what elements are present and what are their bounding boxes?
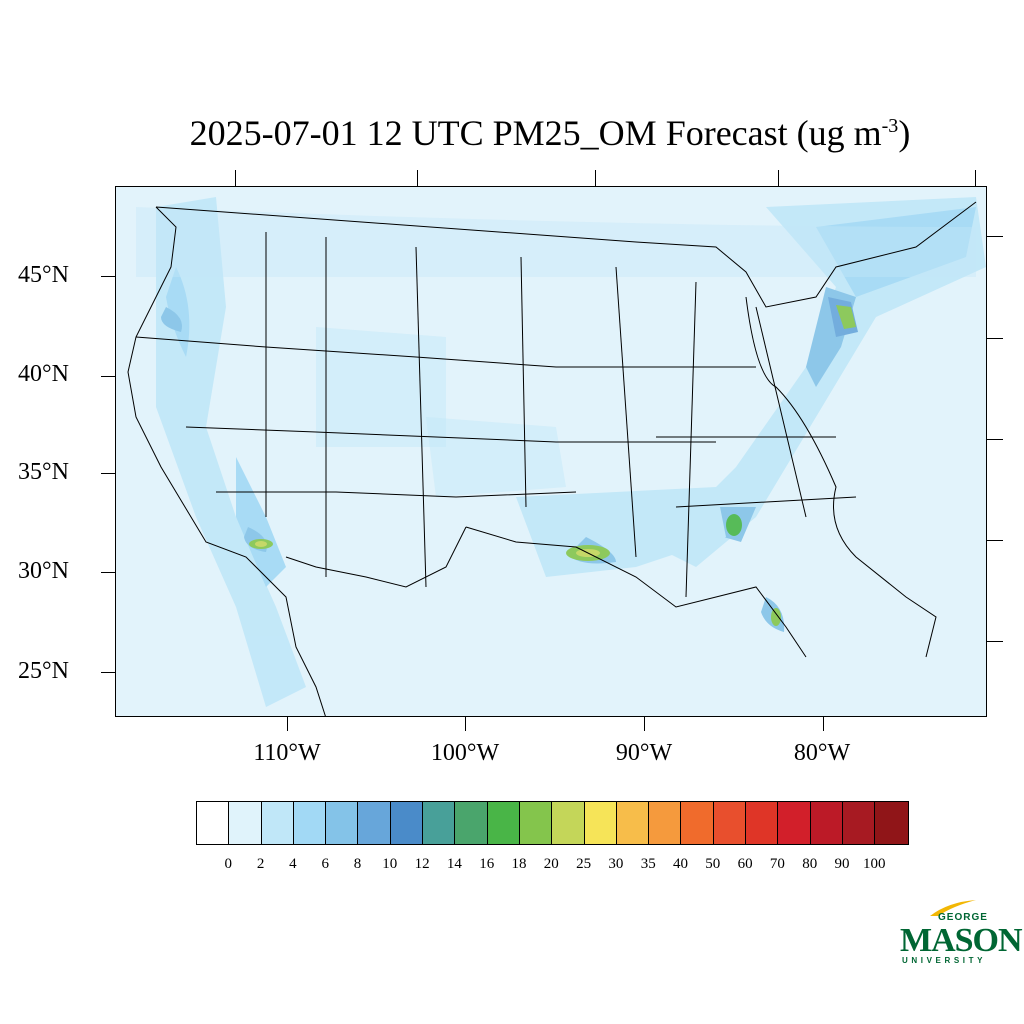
forecast-map [115,186,987,717]
colorbar-label: 50 [705,856,721,872]
lon-label-90: 90°W [615,740,673,766]
left-tick [101,276,115,277]
colorbar-label: 12 [414,856,430,872]
colorbar-label: 20 [543,856,559,872]
colorbar-box [326,802,359,844]
map-title: 2025-07-01 12 UTC PM25_OM Forecast (ug m… [0,112,1024,154]
colorbar-box [293,802,327,844]
gmu-logo: GEORGE MASON UNIVERSITY [898,898,1023,968]
top-tick [975,170,976,186]
lon-label-80: 80°W [793,740,851,766]
lon-label-100: 100°W [430,740,500,766]
colorbar-box [455,802,488,844]
colorbar-box [423,802,456,844]
lon-label-110: 110°W [253,740,321,766]
colorbar-box [875,802,908,844]
right-tick [987,540,1003,541]
colorbar-box [487,802,520,844]
colorbar [196,801,909,845]
lat-label-35: 35°N [18,459,69,485]
logo-line-george: GEORGE [938,912,988,923]
colorbar-label: 70 [769,856,785,872]
colorbar-label: 0 [224,856,233,872]
left-tick [101,672,115,673]
colorbar-label: 80 [802,856,818,872]
colorbar-box [261,802,294,844]
colorbar-label: 6 [321,856,329,872]
colorbar-box [713,802,747,844]
colorbar-label: 30 [608,856,624,872]
colorbar-label: 40 [673,856,688,872]
colorbar-box [197,802,230,844]
colorbar-box [358,802,391,844]
colorbar-box [810,802,843,844]
colorbar-label: 2 [256,856,265,872]
colorbar-box [616,802,650,844]
map-title-close: ) [898,113,911,153]
map-title-text: 2025-07-01 12 UTC PM25_OM Forecast (ug m [189,113,882,153]
colorbar-label: 16 [479,856,495,872]
colorbar-label: 14 [446,856,462,872]
lat-label-45: 45°N [18,262,69,288]
colorbar-box [649,802,682,844]
colorbar-label: 90 [834,856,850,872]
colorbar-label: 25 [576,856,592,872]
colorbar-label: 100 [863,856,886,872]
lat-label-40: 40°N [18,361,69,387]
lat-label-30: 30°N [18,558,69,584]
map-canvas [127,197,986,716]
colorbar-box [229,802,262,844]
right-tick [987,338,1003,339]
right-tick [987,641,1003,642]
colorbar-box [842,802,876,844]
lat-label-25: 25°N [18,658,69,684]
colorbar-box [552,802,585,844]
bottom-tick [644,717,645,731]
colorbar-box [390,802,424,844]
colorbar-box [584,802,617,844]
colorbar-box [681,802,714,844]
colorbar-box [519,802,553,844]
colorbar-label: 18 [511,856,527,872]
map-title-exponent: -3 [881,115,899,137]
top-tick [778,170,779,186]
bottom-tick [823,717,824,731]
colorbar-label: 60 [737,856,753,872]
colorbar-label: 10 [382,856,398,872]
bottom-tick [287,717,288,731]
colorbar-box [746,802,779,844]
boundaries [127,201,977,716]
concentration-field [136,197,986,707]
logo-swoosh-icon [930,900,976,916]
top-tick [595,170,596,186]
right-tick [987,236,1003,237]
top-tick [235,170,236,186]
logo-line-university: UNIVERSITY [902,956,987,965]
left-tick [101,473,115,474]
colorbar-label: 35 [640,856,656,872]
logo-line-mason: MASON [900,922,1023,959]
top-tick [417,170,418,186]
colorbar-label: 4 [289,856,297,872]
bottom-tick [465,717,466,731]
left-tick [101,376,115,377]
right-tick [987,439,1003,440]
colorbar-box [778,802,811,844]
colorbar-label: 8 [353,856,362,872]
left-tick [101,572,115,573]
